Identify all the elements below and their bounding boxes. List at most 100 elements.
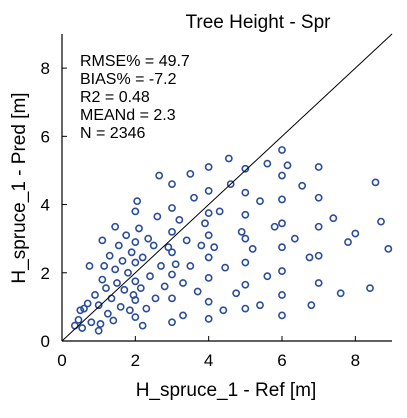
data-point [103, 309, 112, 318]
identity-line [61, 33, 393, 342]
data-point [204, 314, 213, 323]
data-point [138, 321, 147, 330]
stat-bias: BIAS% = -7.2 [80, 71, 177, 88]
data-point [232, 289, 241, 298]
data-point [136, 284, 145, 293]
data-point [175, 216, 184, 224]
data-point [219, 306, 228, 315]
data-point [94, 301, 103, 310]
data-point [168, 318, 176, 327]
data-point [98, 275, 107, 284]
data-point [83, 299, 92, 308]
data-point [197, 241, 206, 250]
data-point [182, 236, 191, 245]
data-point [384, 244, 393, 253]
data-point [314, 193, 323, 202]
data-point [278, 243, 286, 252]
data-point [366, 284, 374, 293]
data-point [241, 304, 250, 313]
data-point [298, 181, 307, 190]
data-point [221, 263, 230, 272]
data-point [135, 224, 143, 233]
data-point [102, 284, 110, 293]
data-point [168, 294, 176, 303]
data-point [76, 306, 85, 315]
data-point [241, 280, 250, 289]
data-point [307, 301, 316, 310]
y-tick-label: 2 [41, 264, 50, 283]
data-point [131, 238, 140, 246]
data-point [151, 294, 160, 303]
data-point [290, 234, 299, 243]
data-point [179, 279, 187, 287]
x-axis-label: H_spruce_1 - Ref [m] [136, 380, 317, 401]
data-point [204, 231, 213, 240]
data-point [186, 262, 195, 270]
data-point [241, 210, 250, 219]
data-point [80, 304, 88, 313]
x-tick-layer: 0 2 4 6 8 [57, 336, 360, 370]
data-point [283, 161, 292, 170]
y-tick-label: 8 [41, 59, 50, 78]
data-point [124, 268, 132, 277]
data-point [168, 180, 176, 188]
stat-n: N = 2346 [80, 125, 145, 142]
data-point [186, 169, 195, 178]
data-point [153, 212, 162, 221]
data-point [204, 163, 213, 171]
stat-r2: R2 = 0.48 [80, 89, 150, 106]
data-point [201, 219, 209, 228]
x-tick-label: 0 [57, 351, 66, 370]
data-point [371, 178, 380, 187]
stat-meand: MEANd = 2.3 [80, 107, 176, 124]
data-point [111, 222, 120, 231]
data-point [100, 262, 109, 270]
data-point [122, 231, 131, 240]
data-point [241, 164, 250, 173]
data-point [204, 209, 213, 217]
data-point [133, 197, 142, 206]
data-point [226, 180, 235, 188]
data-point [278, 219, 286, 228]
data-point [155, 171, 164, 180]
data-point [94, 326, 103, 335]
data-point [171, 260, 180, 269]
data-point [98, 236, 107, 245]
data-point [85, 262, 94, 270]
data-point [131, 258, 140, 267]
data-point [263, 159, 272, 168]
data-point [144, 234, 153, 243]
data-point [157, 262, 165, 270]
data-point [278, 195, 286, 204]
data-point [377, 217, 385, 226]
y-tick-layer: 0 2 4 6 8 [41, 59, 67, 351]
data-point [164, 243, 173, 252]
data-point [351, 229, 360, 238]
data-point [314, 222, 323, 231]
data-point [146, 272, 154, 281]
data-point [248, 244, 257, 253]
data-point [105, 251, 114, 260]
data-point [256, 197, 264, 206]
data-point [314, 163, 323, 171]
data-point [111, 265, 120, 274]
data-point [138, 253, 147, 262]
data-point [314, 279, 323, 287]
data-point [190, 193, 198, 202]
data-point [91, 291, 99, 299]
data-point [210, 243, 219, 252]
data-point [344, 238, 352, 246]
data-point [87, 318, 96, 327]
data-point [168, 270, 176, 279]
data-point [204, 253, 213, 262]
data-point [270, 222, 279, 231]
chart-title: Tree Height - Spr [185, 12, 331, 33]
data-point [336, 289, 345, 298]
data-point [204, 273, 213, 282]
data-point [120, 285, 129, 294]
data-point [224, 154, 233, 163]
data-point [278, 291, 286, 299]
y-tick-label: 0 [41, 332, 50, 351]
x-tick-label: 4 [204, 351, 213, 370]
x-tick-label: 2 [131, 351, 140, 370]
